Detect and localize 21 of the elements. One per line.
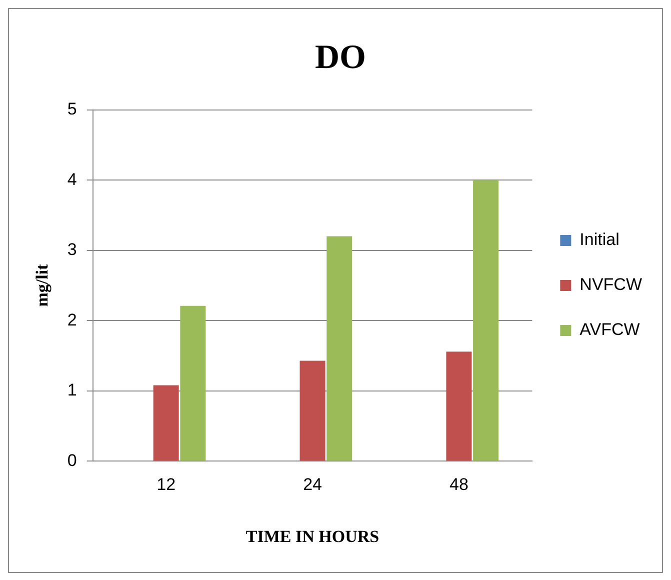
y-tick-label: 1 [67, 380, 77, 400]
legend-label: NVFCW [580, 275, 642, 294]
y-tick-label: 2 [67, 310, 77, 330]
bar [300, 360, 326, 461]
chart-title: DO [315, 39, 366, 76]
x-tick-label: 48 [449, 475, 468, 494]
bar [180, 306, 206, 461]
x-axis-title: TIME IN HOURS [246, 527, 380, 546]
legend-label: Initial [580, 230, 620, 250]
y-tick-label: 0 [67, 450, 77, 470]
bar [473, 180, 499, 461]
x-tick-label: 24 [303, 475, 322, 494]
y-tick-label: 5 [67, 99, 77, 118]
x-tick-label: 12 [156, 475, 176, 494]
bar [446, 352, 472, 461]
bar [153, 385, 179, 461]
y-tick-label: 3 [67, 240, 77, 260]
legend-label: AVFCW [580, 320, 640, 340]
y-tick-label: 4 [67, 170, 77, 189]
y-axis-title: mg/lit [32, 264, 52, 307]
bar [326, 236, 352, 461]
